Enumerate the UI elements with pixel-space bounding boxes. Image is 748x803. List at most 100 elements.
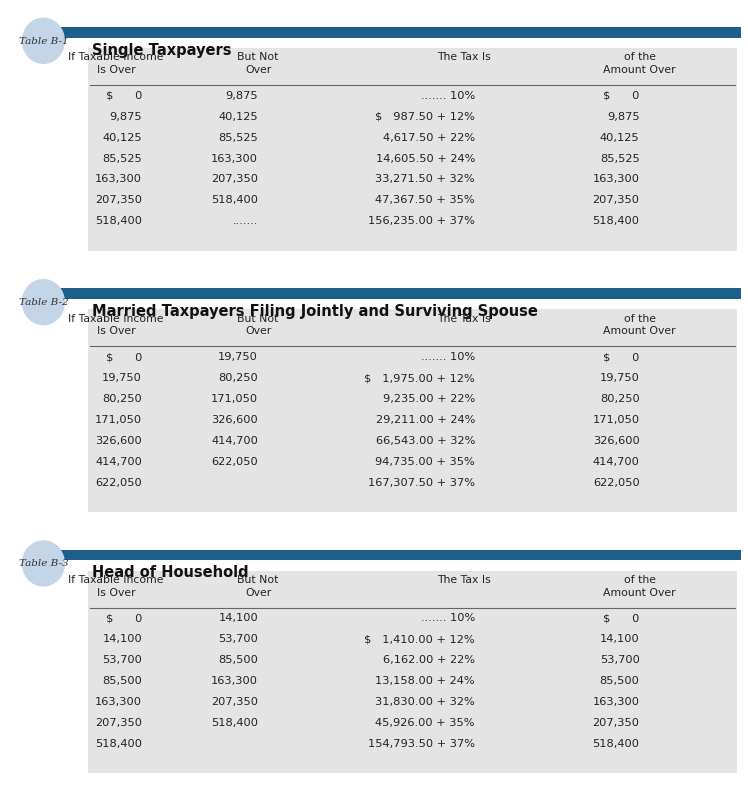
Text: 47,367.50 + 35%: 47,367.50 + 35% (375, 195, 475, 205)
Circle shape (22, 541, 64, 586)
Text: 622,050: 622,050 (592, 477, 640, 487)
Text: 622,050: 622,050 (211, 456, 258, 466)
Text: 19,750: 19,750 (600, 373, 640, 382)
Text: 4,617.50 + 22%: 4,617.50 + 22% (383, 132, 475, 142)
Text: 9,875: 9,875 (225, 91, 258, 100)
Text: 207,350: 207,350 (211, 174, 258, 184)
Bar (55, 550, 741, 560)
Bar (88, 571, 737, 773)
Text: The Tax Is: The Tax Is (437, 313, 491, 323)
Text: 9,875: 9,875 (109, 112, 142, 121)
Text: 53,700: 53,700 (600, 654, 640, 664)
Text: $   1,975.00 + 12%: $ 1,975.00 + 12% (364, 373, 475, 382)
Text: 207,350: 207,350 (592, 195, 640, 205)
Text: $   987.50 + 12%: $ 987.50 + 12% (375, 112, 475, 121)
Text: Table B-1: Table B-1 (19, 36, 68, 46)
Text: 85,525: 85,525 (600, 153, 640, 163)
Text: ....... 10%: ....... 10% (420, 352, 475, 361)
Text: 80,250: 80,250 (600, 393, 640, 403)
Text: $      0: $ 0 (105, 613, 142, 622)
Text: 207,350: 207,350 (592, 717, 640, 727)
Text: If Taxable Income
Is Over: If Taxable Income Is Over (68, 574, 164, 597)
Text: of the
Amount Over: of the Amount Over (603, 574, 676, 597)
Text: 326,600: 326,600 (96, 435, 142, 445)
Text: 13,158.00 + 24%: 13,158.00 + 24% (375, 675, 475, 685)
Text: 85,525: 85,525 (218, 132, 258, 142)
Text: But Not
Over: But Not Over (237, 52, 279, 75)
Text: of the
Amount Over: of the Amount Over (603, 52, 676, 75)
Text: 414,700: 414,700 (211, 435, 258, 445)
Text: 14,100: 14,100 (600, 634, 640, 643)
Text: 94,735.00 + 35%: 94,735.00 + 35% (375, 456, 475, 466)
Text: Married Taxpayers Filing Jointly and Surviving Spouse: Married Taxpayers Filing Jointly and Sur… (92, 304, 538, 319)
Text: The Tax Is: The Tax Is (437, 574, 491, 584)
Text: 163,300: 163,300 (592, 696, 640, 706)
Text: 163,300: 163,300 (211, 153, 258, 163)
Text: 518,400: 518,400 (95, 738, 142, 748)
Text: 85,500: 85,500 (218, 654, 258, 664)
Text: 163,300: 163,300 (95, 174, 142, 184)
Text: 207,350: 207,350 (95, 717, 142, 727)
Text: 14,605.50 + 24%: 14,605.50 + 24% (375, 153, 475, 163)
Text: 33,271.50 + 32%: 33,271.50 + 32% (375, 174, 475, 184)
Text: 171,050: 171,050 (95, 414, 142, 424)
Text: But Not
Over: But Not Over (237, 313, 279, 336)
Text: 163,300: 163,300 (95, 696, 142, 706)
Text: Table B-3: Table B-3 (19, 558, 68, 568)
Text: 80,250: 80,250 (102, 393, 142, 403)
Text: 85,500: 85,500 (102, 675, 142, 685)
Text: 171,050: 171,050 (592, 414, 640, 424)
Text: $      0: $ 0 (603, 613, 640, 622)
Text: 518,400: 518,400 (592, 216, 640, 226)
Bar (55, 289, 741, 300)
Text: 518,400: 518,400 (95, 216, 142, 226)
Text: $      0: $ 0 (105, 352, 142, 361)
Text: $      0: $ 0 (603, 91, 640, 100)
Text: 9,875: 9,875 (607, 112, 640, 121)
Text: $      0: $ 0 (105, 91, 142, 100)
Text: 31,830.00 + 32%: 31,830.00 + 32% (375, 696, 475, 706)
Text: 326,600: 326,600 (592, 435, 640, 445)
Text: If Taxable Income
Is Over: If Taxable Income Is Over (68, 52, 164, 75)
Text: 207,350: 207,350 (211, 696, 258, 706)
Text: 40,125: 40,125 (218, 112, 258, 121)
Circle shape (22, 280, 64, 325)
Text: 80,250: 80,250 (218, 373, 258, 382)
Text: 6,162.00 + 22%: 6,162.00 + 22% (383, 654, 475, 664)
Text: Single Taxpayers: Single Taxpayers (92, 43, 231, 58)
Text: ....... 10%: ....... 10% (420, 91, 475, 100)
Text: of the
Amount Over: of the Amount Over (603, 313, 676, 336)
Text: 29,211.00 + 24%: 29,211.00 + 24% (375, 414, 475, 424)
Text: $      0: $ 0 (603, 352, 640, 361)
Text: 518,400: 518,400 (211, 717, 258, 727)
Text: 518,400: 518,400 (592, 738, 640, 748)
Text: 326,600: 326,600 (211, 414, 258, 424)
Text: 167,307.50 + 37%: 167,307.50 + 37% (368, 477, 475, 487)
Text: 53,700: 53,700 (102, 654, 142, 664)
Text: 14,100: 14,100 (102, 634, 142, 643)
Text: Head of Household: Head of Household (92, 565, 248, 580)
Text: Table B-2: Table B-2 (19, 297, 68, 307)
Text: .......: ....... (233, 216, 258, 226)
Text: 414,700: 414,700 (592, 456, 640, 466)
Text: 622,050: 622,050 (96, 477, 142, 487)
Text: 156,235.00 + 37%: 156,235.00 + 37% (368, 216, 475, 226)
Text: 207,350: 207,350 (95, 195, 142, 205)
Text: ....... 10%: ....... 10% (420, 613, 475, 622)
Text: The Tax Is: The Tax Is (437, 52, 491, 62)
Text: 414,700: 414,700 (95, 456, 142, 466)
Bar (55, 28, 741, 39)
Text: $   1,410.00 + 12%: $ 1,410.00 + 12% (364, 634, 475, 643)
Text: 40,125: 40,125 (102, 132, 142, 142)
Text: 85,500: 85,500 (600, 675, 640, 685)
Text: 171,050: 171,050 (211, 393, 258, 403)
Text: 19,750: 19,750 (218, 352, 258, 361)
Bar (88, 310, 737, 512)
Bar (88, 49, 737, 251)
Text: 518,400: 518,400 (211, 195, 258, 205)
Text: If Taxable Income
Is Over: If Taxable Income Is Over (68, 313, 164, 336)
Text: 154,793.50 + 37%: 154,793.50 + 37% (368, 738, 475, 748)
Text: 163,300: 163,300 (592, 174, 640, 184)
Text: 163,300: 163,300 (211, 675, 258, 685)
Text: 40,125: 40,125 (600, 132, 640, 142)
